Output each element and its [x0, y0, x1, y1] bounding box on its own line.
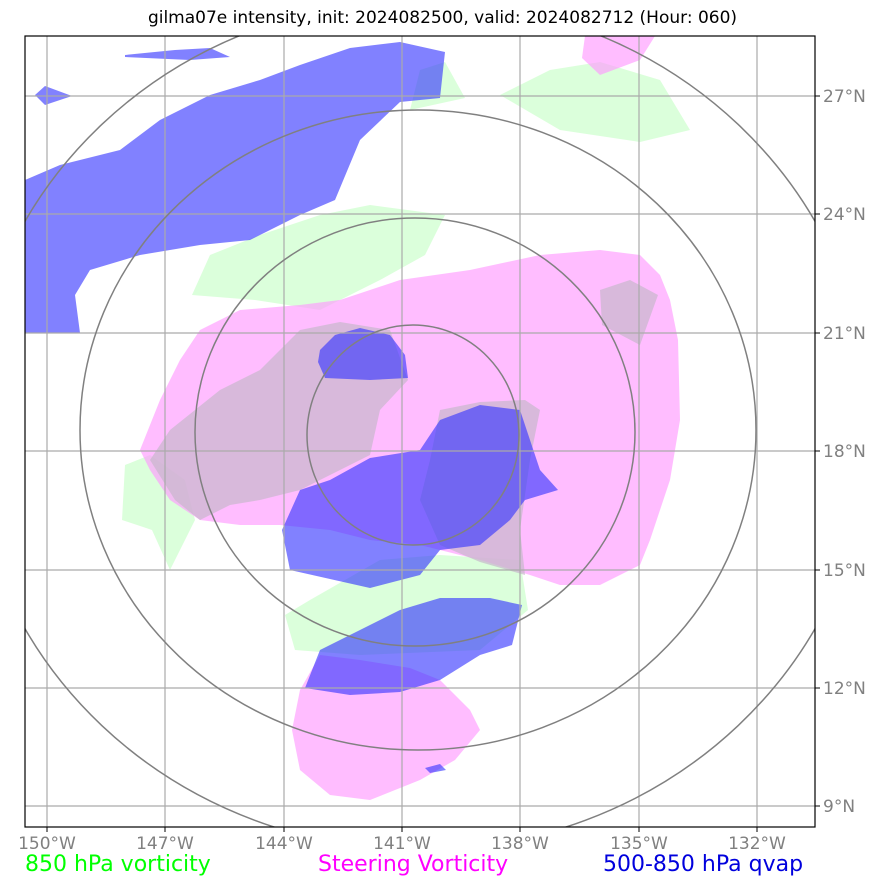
lat-label: 24°N: [823, 205, 866, 225]
pink-region: [140, 250, 680, 585]
lon-label: 141°W: [373, 834, 431, 854]
lon-label: 147°W: [136, 834, 194, 854]
lon-label: 150°W: [18, 834, 76, 854]
blue-region: [125, 48, 230, 60]
pink-region: [582, 36, 655, 75]
lon-labels: 150°W 147°W 144°W 141°W 138°W 135°W 132°…: [18, 834, 786, 854]
lon-label: 135°W: [610, 834, 668, 854]
range-ring: [306, 324, 520, 546]
blue-region: [425, 764, 446, 773]
green-region: [500, 62, 690, 142]
lon-label: 132°W: [728, 834, 786, 854]
range-ring: [194, 217, 636, 647]
lat-label: 21°N: [823, 324, 866, 344]
green-region: [192, 205, 445, 310]
lat-label: 27°N: [823, 87, 866, 107]
legend-steering-vorticity: Steering Vorticity: [318, 852, 509, 877]
lon-label: 144°W: [255, 834, 313, 854]
legend-850-vorticity: 850 hPa vorticity: [25, 852, 211, 877]
lon-label: 138°W: [491, 834, 549, 854]
lat-label: 15°N: [823, 561, 866, 581]
overlap-region: [600, 280, 658, 345]
gridlines: [25, 36, 815, 827]
map-title: gilma07e intensity, init: 2024082500, va…: [147, 8, 738, 28]
legend-qvap: 500-850 hPa qvap: [603, 852, 804, 877]
blue-region: [25, 42, 445, 333]
lat-label: 12°N: [823, 679, 866, 699]
plot-frame: [24, 35, 816, 828]
lat-label: 18°N: [823, 442, 866, 462]
range-rings: [25, 36, 815, 827]
blue-region: [318, 328, 408, 380]
lat-labels: 27°N 24°N 21°N 18°N 15°N 12°N 9°N: [823, 87, 866, 817]
range-ring: [79, 109, 757, 751]
lat-label: 9°N: [823, 797, 855, 817]
